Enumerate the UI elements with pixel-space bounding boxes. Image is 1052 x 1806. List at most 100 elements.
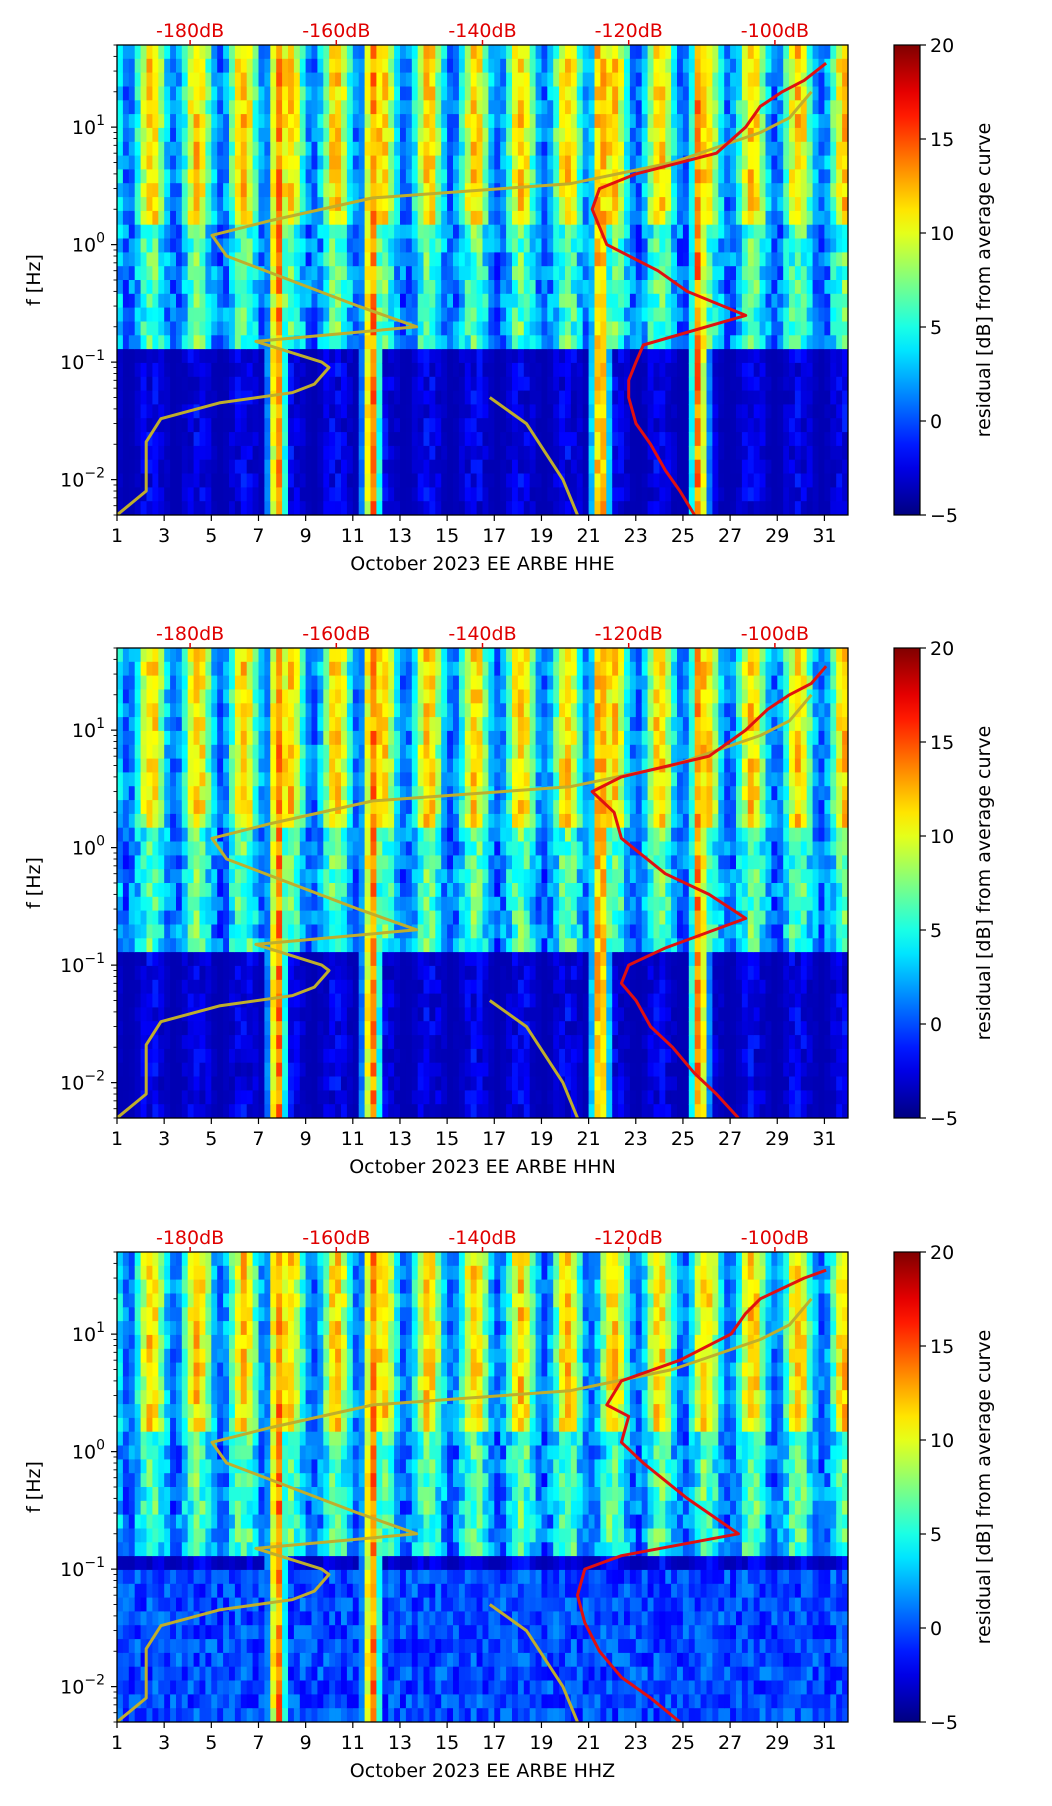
colorbar-tick-label: −5 bbox=[930, 1712, 958, 1734]
x-tick-label: 19 bbox=[529, 525, 553, 547]
noise-model-curve bbox=[117, 90, 813, 515]
x-tick-label: 15 bbox=[435, 1732, 459, 1754]
x-tick-label: 29 bbox=[765, 1128, 789, 1150]
x-tick-label: 31 bbox=[812, 1128, 836, 1150]
x-tick-label: 29 bbox=[765, 1732, 789, 1754]
top-db-label: -180dB bbox=[156, 20, 224, 42]
y-tick-label: 10−1 bbox=[60, 1555, 105, 1581]
x-tick-label: 27 bbox=[718, 1128, 742, 1150]
x-tick-label: 17 bbox=[482, 1732, 506, 1754]
y-tick-label: 101 bbox=[72, 1320, 105, 1346]
y-tick-label: 101 bbox=[72, 113, 105, 139]
x-tick-label: 31 bbox=[812, 1732, 836, 1754]
x-tick-label: 17 bbox=[482, 525, 506, 547]
colorbar-tick-label: 0 bbox=[930, 1014, 942, 1036]
y-tick-label: 10−1 bbox=[60, 951, 105, 977]
colorbar-tick-label: 10 bbox=[930, 1430, 954, 1452]
x-tick-label: 11 bbox=[341, 525, 365, 547]
x-tick-label: 5 bbox=[205, 1128, 217, 1150]
x-axis-label: October 2023 EE ARBE HHN bbox=[349, 1156, 616, 1178]
colorbar-tick-label: 20 bbox=[930, 35, 954, 57]
x-tick-label: 9 bbox=[300, 1128, 312, 1150]
colorbar-tick-label: 5 bbox=[930, 920, 942, 942]
x-tick-label: 21 bbox=[577, 525, 601, 547]
colorbar-tick-label: −5 bbox=[930, 1108, 958, 1130]
x-tick-label: 31 bbox=[812, 525, 836, 547]
colorbar bbox=[893, 1251, 921, 1723]
y-tick-label: 100 bbox=[72, 834, 105, 860]
x-tick-label: 11 bbox=[341, 1732, 365, 1754]
x-tick-label: 7 bbox=[252, 525, 264, 547]
top-db-label: -120dB bbox=[595, 1227, 663, 1249]
x-tick-label: 29 bbox=[765, 525, 789, 547]
colorbar-tick-label: 15 bbox=[930, 129, 954, 151]
colorbar-tick-label: 5 bbox=[930, 1524, 942, 1546]
x-tick-label: 25 bbox=[671, 1732, 695, 1754]
colorbar-tick-label: 0 bbox=[930, 411, 942, 433]
x-tick-label: 3 bbox=[158, 1128, 170, 1150]
colorbar-tick-label: 20 bbox=[930, 638, 954, 660]
x-tick-label: 21 bbox=[577, 1128, 601, 1150]
x-tick-label: 19 bbox=[529, 1732, 553, 1754]
top-db-label: -100dB bbox=[741, 623, 809, 645]
x-tick-label: 17 bbox=[482, 1128, 506, 1150]
x-tick-label: 23 bbox=[624, 1128, 648, 1150]
x-tick-label: 5 bbox=[205, 525, 217, 547]
x-tick-label: 9 bbox=[300, 1732, 312, 1754]
x-tick-label: 13 bbox=[388, 1732, 412, 1754]
y-tick-label: 10−2 bbox=[60, 1069, 105, 1095]
colorbar-tick-label: −5 bbox=[930, 505, 958, 527]
mode-curve bbox=[576, 1268, 827, 1722]
x-tick-label: 19 bbox=[529, 1128, 553, 1150]
x-tick-label: 1 bbox=[111, 525, 123, 547]
top-db-label: -140dB bbox=[448, 1227, 516, 1249]
top-db-label: -180dB bbox=[156, 623, 224, 645]
x-tick-label: 27 bbox=[718, 1732, 742, 1754]
y-tick-label: 10−2 bbox=[60, 1673, 105, 1699]
heatmap-image bbox=[117, 648, 848, 1118]
x-tick-label: 7 bbox=[252, 1128, 264, 1150]
mode-curve bbox=[590, 62, 828, 515]
x-tick-label: 1 bbox=[111, 1732, 123, 1754]
y-tick-label: 101 bbox=[72, 716, 105, 742]
x-tick-label: 15 bbox=[435, 1128, 459, 1150]
colorbar bbox=[893, 44, 921, 516]
y-tick-label: 10−1 bbox=[60, 348, 105, 374]
x-tick-label: 13 bbox=[388, 1128, 412, 1150]
y-axis-label: f [Hz] bbox=[23, 857, 45, 909]
x-tick-label: 15 bbox=[435, 525, 459, 547]
top-db-label: -140dB bbox=[448, 20, 516, 42]
colorbar-tick-label: 0 bbox=[930, 1618, 942, 1640]
heatmap-image bbox=[117, 45, 848, 515]
colorbar-tick-label: 5 bbox=[930, 317, 942, 339]
top-db-label: -160dB bbox=[302, 1227, 370, 1249]
noise-model-curve-lower bbox=[488, 1603, 579, 1722]
mode-curve bbox=[590, 665, 828, 1118]
top-db-label: -120dB bbox=[595, 623, 663, 645]
colorbar-tick-label: 10 bbox=[930, 826, 954, 848]
x-tick-label: 13 bbox=[388, 525, 412, 547]
x-tick-label: 25 bbox=[671, 525, 695, 547]
colorbar-label: residual [dB] from average curve bbox=[973, 1330, 995, 1645]
y-tick-label: 10−2 bbox=[60, 466, 105, 492]
x-tick-label: 3 bbox=[158, 525, 170, 547]
noise-model-curve-lower bbox=[488, 999, 579, 1118]
y-axis-label: f [Hz] bbox=[23, 254, 45, 306]
noise-model-curve-lower bbox=[488, 396, 579, 515]
y-axis-label: f [Hz] bbox=[23, 1461, 45, 1513]
colorbar-label: residual [dB] from average curve bbox=[973, 726, 995, 1041]
top-db-label: -120dB bbox=[595, 20, 663, 42]
colorbar-tick-label: 15 bbox=[930, 732, 954, 754]
top-db-label: -100dB bbox=[741, 20, 809, 42]
top-db-label: -180dB bbox=[156, 1227, 224, 1249]
x-tick-label: 23 bbox=[624, 1732, 648, 1754]
top-db-label: -140dB bbox=[448, 623, 516, 645]
x-axis-label: October 2023 EE ARBE HHE bbox=[350, 553, 614, 575]
x-tick-label: 25 bbox=[671, 1128, 695, 1150]
y-tick-label: 100 bbox=[72, 1438, 105, 1464]
x-tick-label: 1 bbox=[111, 1128, 123, 1150]
